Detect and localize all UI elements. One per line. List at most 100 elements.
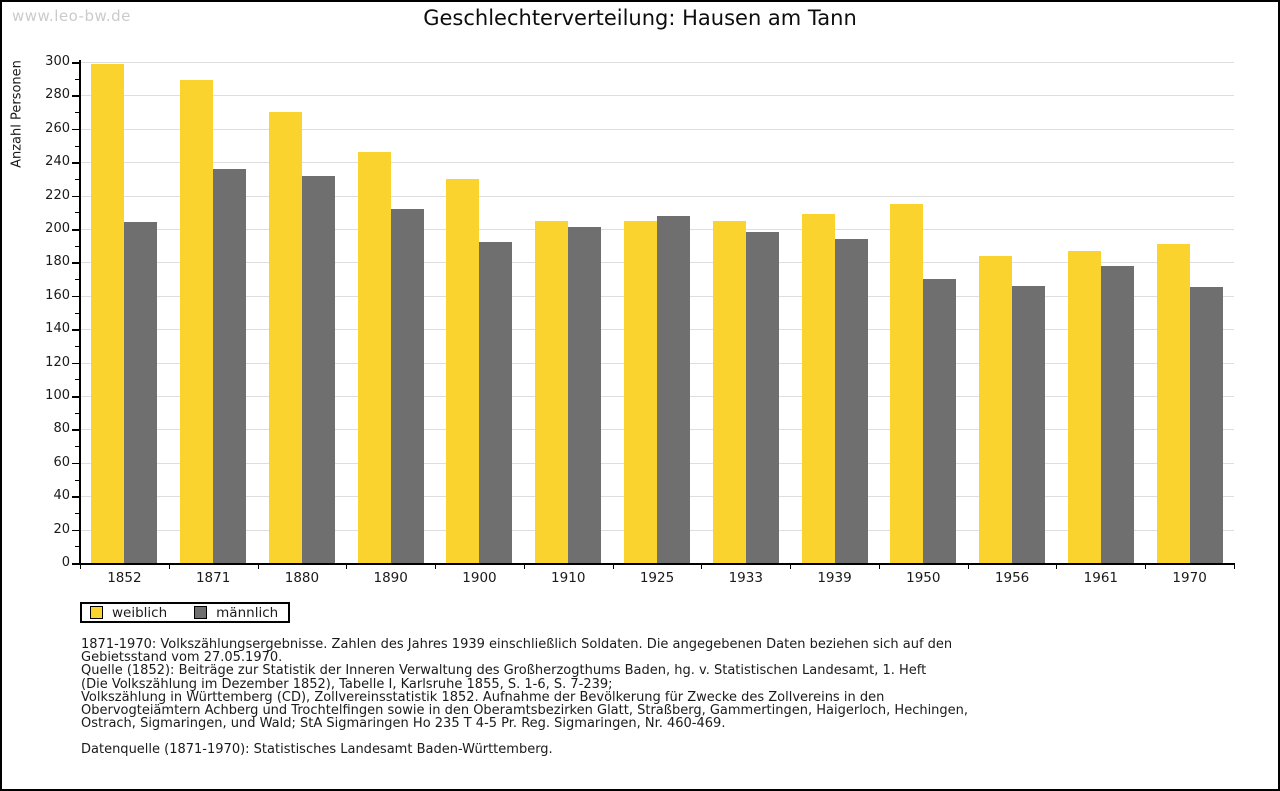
y-tick-20 xyxy=(72,529,80,532)
bar-weiblich-1970 xyxy=(1156,244,1190,563)
y-tick-40 xyxy=(72,496,80,498)
y-tick-180 xyxy=(72,262,80,264)
x-axis-tick xyxy=(346,564,348,569)
x-axis-category-label-1925: 1925 xyxy=(639,570,675,586)
y-axis-tick-label-120: 120 xyxy=(45,354,70,370)
y-tick-300 xyxy=(72,62,80,64)
y-tick-270 xyxy=(75,112,80,114)
bar-weiblich-1933 xyxy=(712,220,746,563)
x-axis-tick xyxy=(168,564,170,569)
x-axis-tick xyxy=(701,564,703,569)
x-axis-category-label-1900: 1900 xyxy=(462,570,497,586)
legend-item-weiblich: weiblich xyxy=(90,605,167,621)
chart-title: Geschlechterverteilung: Hausen am Tann xyxy=(423,6,857,30)
x-axis-tick xyxy=(435,564,437,569)
x-axis-category-label-1890: 1890 xyxy=(373,570,408,586)
y-tick-290 xyxy=(75,78,80,80)
bar-männlich-1939 xyxy=(834,239,868,563)
bar-männlich-1961 xyxy=(1100,265,1134,563)
bar-männlich-1910 xyxy=(568,227,602,563)
x-axis-tick xyxy=(790,564,792,569)
footnote-line: Ostrach, Sigmaringen, und Wald; StA Sigm… xyxy=(81,716,726,732)
watermark: www.leo-bw.de xyxy=(12,7,131,25)
legend-label-maennlich: männlich xyxy=(216,604,279,621)
x-axis-tick xyxy=(1056,564,1058,569)
y-axis-tick-label-240: 240 xyxy=(45,154,70,170)
x-axis-tick xyxy=(967,564,969,569)
footnote-line: Obervogteiämtern Achberg und Trochtelfin… xyxy=(81,703,969,719)
x-axis-line xyxy=(79,563,1235,565)
y-tick-200 xyxy=(72,229,80,231)
y-tick-90 xyxy=(75,412,80,414)
y-axis-tick-label-160: 160 xyxy=(45,287,70,303)
y-axis-tick-label-100: 100 xyxy=(45,388,70,403)
x-axis-category-label-1939: 1939 xyxy=(817,570,852,586)
y-tick-160 xyxy=(72,295,80,298)
y-axis-tick-label-180: 180 xyxy=(45,254,70,270)
x-axis-category-label-1852: 1852 xyxy=(107,570,142,586)
y-tick-50 xyxy=(75,479,80,481)
legend-swatch-maennlich xyxy=(194,606,208,619)
gridline-300 xyxy=(80,62,1234,63)
y-axis-tick-label-80: 80 xyxy=(53,421,70,437)
y-tick-220 xyxy=(72,195,80,198)
bar-männlich-1950 xyxy=(923,279,957,563)
x-axis-tick xyxy=(1145,564,1147,569)
y-tick-120 xyxy=(72,362,80,365)
x-axis-tick xyxy=(257,564,259,569)
bar-männlich-1900 xyxy=(479,242,513,563)
bar-männlich-1956 xyxy=(1012,285,1046,563)
bar-weiblich-1871 xyxy=(180,80,214,563)
bar-weiblich-1939 xyxy=(801,213,835,563)
datasource-line: Datenquelle (1871-1970): Statistisches L… xyxy=(81,742,553,758)
y-axis-tick-label-20: 20 xyxy=(53,521,70,537)
bar-weiblich-1900 xyxy=(446,178,480,563)
x-axis-category-label-1956: 1956 xyxy=(994,570,1030,586)
y-tick-240 xyxy=(72,162,80,164)
footnote-line: Gebietsstand vom 27.05.1970. xyxy=(81,650,283,666)
y-axis-tick-label-40: 40 xyxy=(53,488,70,504)
y-axis-tick-label-260: 260 xyxy=(45,120,70,136)
y-axis-tick-label-0: 0 xyxy=(61,555,70,570)
bar-männlich-1852 xyxy=(124,222,158,563)
y-tick-190 xyxy=(75,245,80,247)
y-tick-230 xyxy=(75,178,80,180)
y-axis-tick-label-300: 300 xyxy=(45,54,70,69)
footnote-line: (Die Volkszählung im Dezember 1852), Tab… xyxy=(81,676,613,692)
bar-weiblich-1961 xyxy=(1067,250,1101,563)
legend-label-weiblich: weiblich xyxy=(112,604,168,621)
gridline-220 xyxy=(80,195,1234,197)
gridline-240 xyxy=(80,162,1234,164)
bar-männlich-1871 xyxy=(213,168,247,563)
y-axis-tick-label-200: 200 xyxy=(45,221,70,236)
bar-männlich-1880 xyxy=(301,175,335,563)
gridline-280 xyxy=(80,95,1234,97)
y-tick-280 xyxy=(72,95,80,97)
legend-swatch-weiblich xyxy=(90,606,103,619)
bar-weiblich-1910 xyxy=(535,220,569,563)
footnote-block: 1871-1970: Volkszählungsergebnisse. Zahl… xyxy=(81,638,1221,757)
footnote-line: Volkszählung in Württemberg (CD), Zollve… xyxy=(81,689,885,705)
bar-weiblich-1925 xyxy=(624,220,657,563)
y-axis-tick-label-60: 60 xyxy=(53,454,70,470)
x-axis-category-label-1950: 1950 xyxy=(906,570,941,586)
y-tick-110 xyxy=(75,379,80,381)
y-axis-line xyxy=(79,60,81,564)
x-axis-category-label-1910: 1910 xyxy=(551,570,586,586)
bar-männlich-1925 xyxy=(657,215,690,563)
bar-männlich-1970 xyxy=(1189,287,1223,563)
x-axis-category-label-1871: 1871 xyxy=(195,570,231,586)
x-axis-tick xyxy=(878,564,880,569)
x-axis-tick xyxy=(612,564,614,569)
x-axis-tick xyxy=(1234,564,1235,569)
y-tick-100 xyxy=(72,396,80,398)
bar-männlich-1933 xyxy=(745,232,779,563)
bar-weiblich-1880 xyxy=(268,112,302,563)
y-tick-0 xyxy=(72,563,80,565)
y-tick-140 xyxy=(72,329,80,331)
footnote-line: Quelle (1852): Beiträge zur Statistik de… xyxy=(81,663,927,679)
y-tick-10 xyxy=(75,546,80,548)
x-axis-category-label-1933: 1933 xyxy=(728,570,763,586)
y-tick-60 xyxy=(72,462,80,465)
